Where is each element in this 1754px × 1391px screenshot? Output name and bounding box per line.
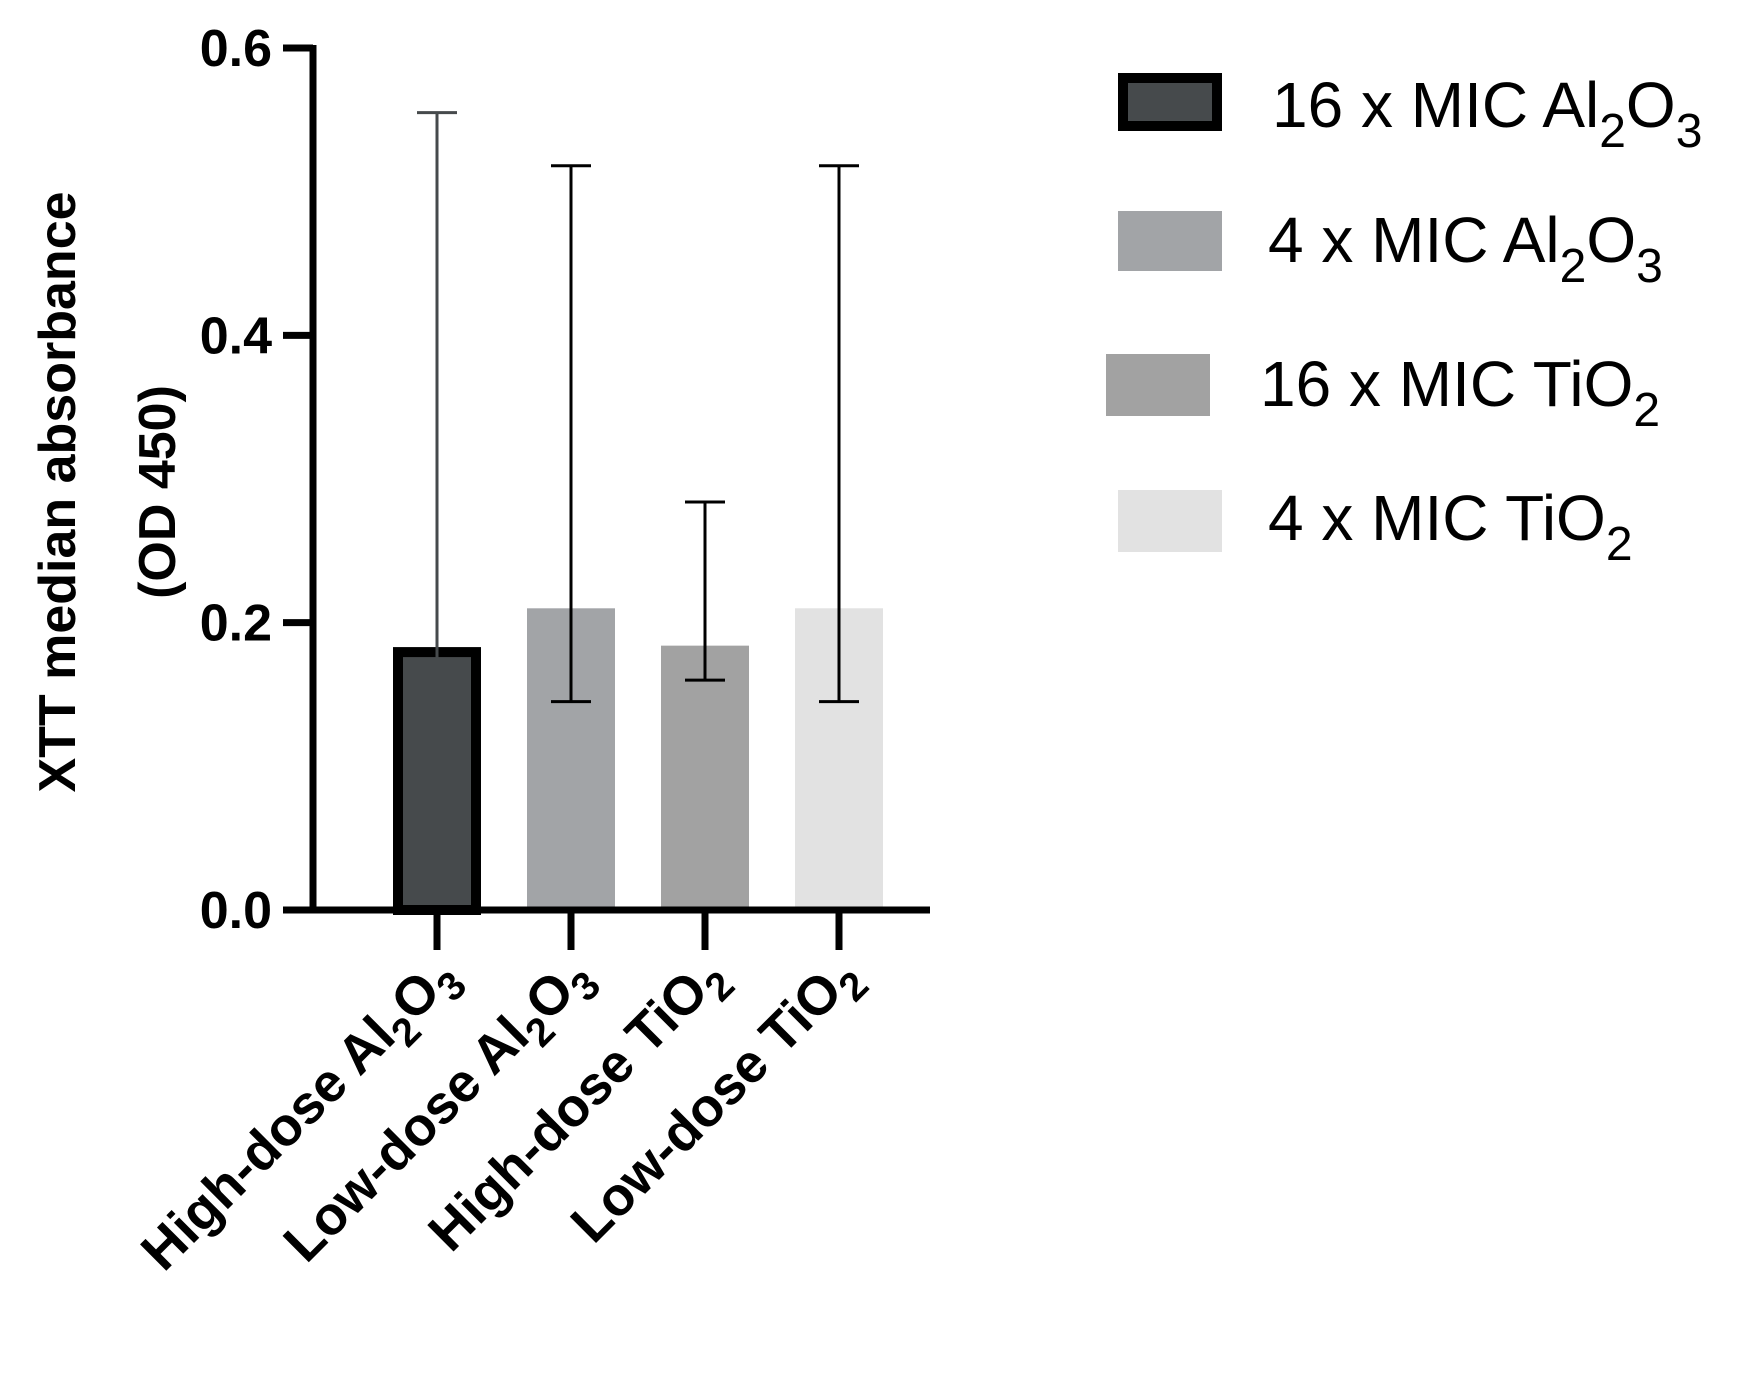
y-axis-title: XTT median absorbance [29, 191, 87, 792]
legend-swatch-2 [1118, 211, 1222, 271]
legend-swatch-1 [1118, 73, 1222, 131]
axes-layer [283, 44, 930, 950]
y-tick-labels: 0.0 0.2 0.4 0.6 [200, 20, 272, 940]
y-tick-label-1: 0.2 [200, 595, 272, 653]
legend-label-2: 4 x MIC Al2O3 [1268, 204, 1663, 293]
error-bars-layer [417, 111, 859, 704]
legend-label-1: 16 x MIC Al2O3 [1272, 69, 1702, 158]
y-tick-label-2: 0.4 [200, 307, 272, 365]
legend-swatch-4 [1118, 490, 1222, 552]
legend: 16 x MIC Al2O3 4 x MIC Al2O3 16 x MIC TiO2… [1106, 69, 1702, 571]
bar-3 [661, 645, 749, 910]
y-tick-label-0: 0.0 [200, 882, 272, 940]
legend-swatch-3 [1106, 354, 1210, 416]
legend-label-4: 4 x MIC TiO2 [1268, 482, 1633, 571]
legend-label-3: 16 x MIC TiO2 [1260, 348, 1660, 437]
y-tick-label-3: 0.6 [200, 20, 272, 78]
bars-layer [393, 608, 883, 916]
y-axis-title-line2: (OD 450) [129, 385, 187, 599]
